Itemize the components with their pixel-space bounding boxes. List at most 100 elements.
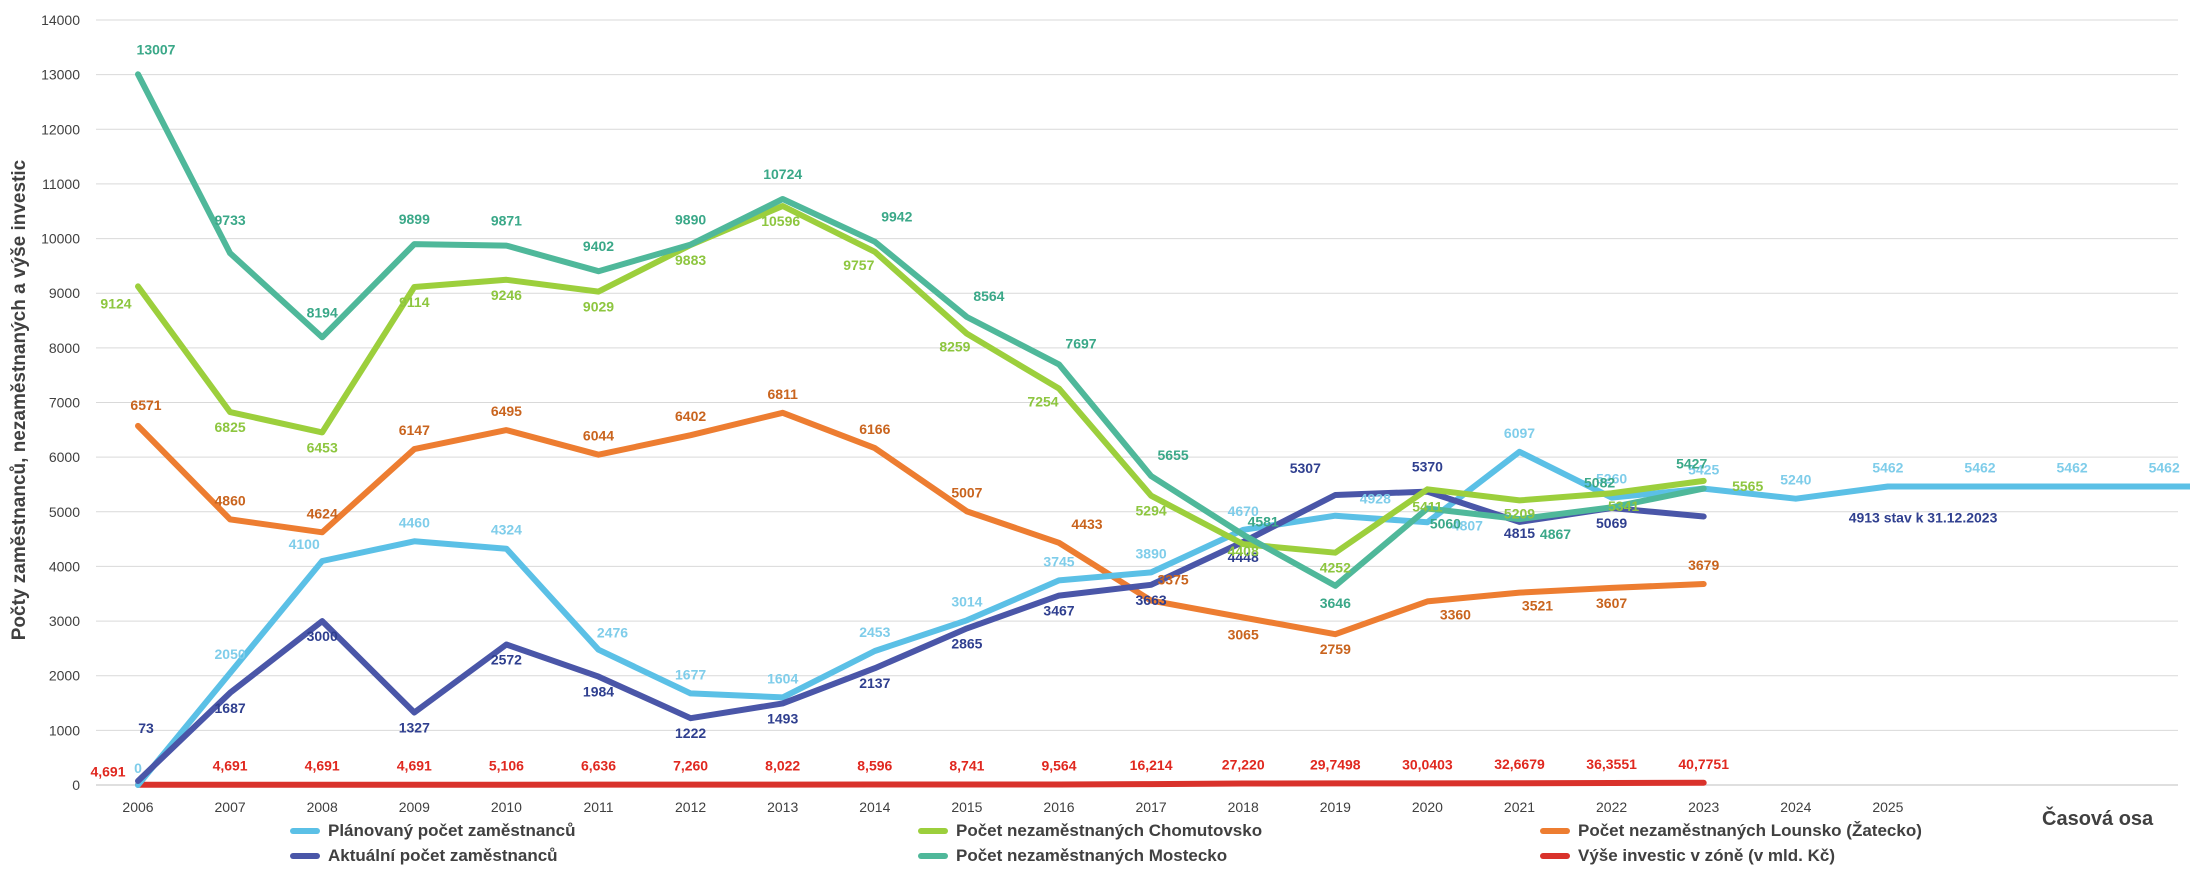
- data-label: 6453: [307, 439, 338, 455]
- data-label: 2137: [859, 675, 890, 691]
- data-label: 29,7498: [1310, 756, 1361, 772]
- data-label: 32,6679: [1494, 756, 1545, 772]
- x-tick-label: 2018: [1228, 799, 1259, 815]
- y-tick-label: 4000: [49, 558, 80, 574]
- data-label: 3375: [1158, 572, 1189, 588]
- x-tick-label: 2021: [1504, 799, 1535, 815]
- data-label: 8,022: [765, 758, 800, 774]
- x-tick-label: 2016: [1043, 799, 1074, 815]
- data-label: 5082: [1584, 474, 1615, 490]
- data-label: 6166: [859, 421, 890, 437]
- data-label: 4100: [289, 536, 320, 552]
- y-tick-label: 12000: [41, 121, 80, 137]
- x-tick-label: 2015: [951, 799, 982, 815]
- x-tick-label: 2012: [675, 799, 706, 815]
- x-tick-label: 2009: [399, 799, 430, 815]
- data-label: 4913 stav k 31.12.2023: [1849, 510, 1998, 526]
- data-label: 5462: [1872, 460, 1903, 476]
- y-tick-label: 14000: [41, 12, 80, 28]
- actual-employees-line: [135, 488, 1707, 784]
- data-label: 6402: [675, 408, 706, 424]
- legend-swatch: [1540, 828, 1570, 834]
- data-label: 9733: [215, 212, 246, 228]
- data-label: 5565: [1732, 478, 1763, 494]
- legend-swatch: [918, 853, 948, 859]
- data-label: 4,691: [305, 758, 340, 774]
- data-label: 4624: [307, 505, 338, 521]
- data-label: 1687: [215, 700, 246, 716]
- x-tick-label: 2007: [215, 799, 246, 815]
- y-tick-label: 7000: [49, 395, 80, 411]
- y-tick-label: 6000: [49, 449, 80, 465]
- data-label: 3745: [1043, 553, 1074, 569]
- data-label: 10596: [761, 213, 800, 229]
- data-label: 4815: [1504, 525, 1535, 541]
- data-label: 6097: [1504, 425, 1535, 441]
- data-label: 3646: [1320, 595, 1351, 611]
- legend-item-mostecko: Počet nezaměstnaných Mostecko: [918, 846, 1227, 866]
- data-label: 4,691: [90, 764, 125, 780]
- data-label: 8194: [307, 304, 338, 320]
- legend-item-lounsko: Počet nezaměstnaných Lounsko (Žatecko): [1540, 821, 1922, 841]
- legend-item-investments: Výše investic v zóně (v mld. Kč): [1540, 846, 1835, 866]
- data-label: 3065: [1228, 627, 1259, 643]
- data-label: 3014: [951, 593, 982, 609]
- data-label: 36,3551: [1586, 756, 1637, 772]
- data-label: 2050: [215, 646, 246, 662]
- data-label: 5260: [1596, 471, 1627, 487]
- legend-label: Aktuální počet zaměstnanců: [328, 846, 558, 865]
- data-label: 8259: [939, 339, 970, 355]
- data-label: 9757: [843, 257, 874, 273]
- x-tick-label: 2023: [1688, 799, 1719, 815]
- data-label: 4867: [1540, 526, 1571, 542]
- data-label: 5307: [1290, 460, 1321, 476]
- data-label: 30,0403: [1402, 756, 1453, 772]
- data-label: 13007: [137, 41, 176, 57]
- data-label: 5341: [1608, 498, 1639, 514]
- data-label: 3521: [1522, 598, 1553, 614]
- data-label: 1327: [399, 719, 430, 735]
- data-label: 9,564: [1041, 757, 1076, 773]
- data-label: 1677: [675, 666, 706, 682]
- y-tick-label: 0: [72, 777, 80, 793]
- data-label: 4928: [1360, 491, 1391, 507]
- legend-label: Počet nezaměstnaných Mostecko: [956, 846, 1228, 865]
- data-label: 5427: [1676, 455, 1707, 471]
- data-label: 6,636: [581, 758, 616, 774]
- data-label: 2759: [1320, 641, 1351, 657]
- x-tick-label: 2010: [491, 799, 522, 815]
- legend: Plánovaný počet zaměstnanců Aktuální poč…: [0, 816, 2190, 869]
- data-label: 5462: [1964, 460, 1995, 476]
- data-label: 7254: [1027, 394, 1058, 410]
- legend-label: Plánovaný počet zaměstnanců: [328, 821, 576, 840]
- data-label: 1493: [767, 710, 798, 726]
- x-tick-label: 2019: [1320, 799, 1351, 815]
- data-label: 0: [134, 760, 142, 776]
- data-label: 5462: [2149, 460, 2180, 476]
- x-tick-label: 2008: [307, 799, 338, 815]
- lounsko-line: [135, 409, 1707, 638]
- data-label: 9942: [881, 209, 912, 225]
- data-label: 3890: [1136, 545, 1167, 561]
- data-label: 5655: [1158, 447, 1189, 463]
- data-label: 4252: [1320, 560, 1351, 576]
- data-label: 4860: [215, 492, 246, 508]
- data-label: 4433: [1071, 516, 1102, 532]
- data-label: 9871: [491, 213, 522, 229]
- data-label: 6495: [491, 403, 522, 419]
- data-label: 4670: [1228, 503, 1259, 519]
- legend-swatch: [290, 853, 320, 859]
- data-label: 5240: [1780, 472, 1811, 488]
- data-label: 9402: [583, 238, 614, 254]
- data-label: 5370: [1412, 459, 1443, 475]
- data-label: 6044: [583, 428, 614, 444]
- data-label: 5209: [1504, 505, 1535, 521]
- data-label: 16,214: [1130, 757, 1173, 773]
- y-tick-label: 8000: [49, 340, 80, 356]
- x-tick-label: 2011: [583, 799, 613, 815]
- data-label: 4,691: [397, 758, 432, 774]
- data-label: 5294: [1136, 503, 1167, 519]
- data-label: 10724: [763, 166, 802, 182]
- data-label: 5462: [2057, 460, 2088, 476]
